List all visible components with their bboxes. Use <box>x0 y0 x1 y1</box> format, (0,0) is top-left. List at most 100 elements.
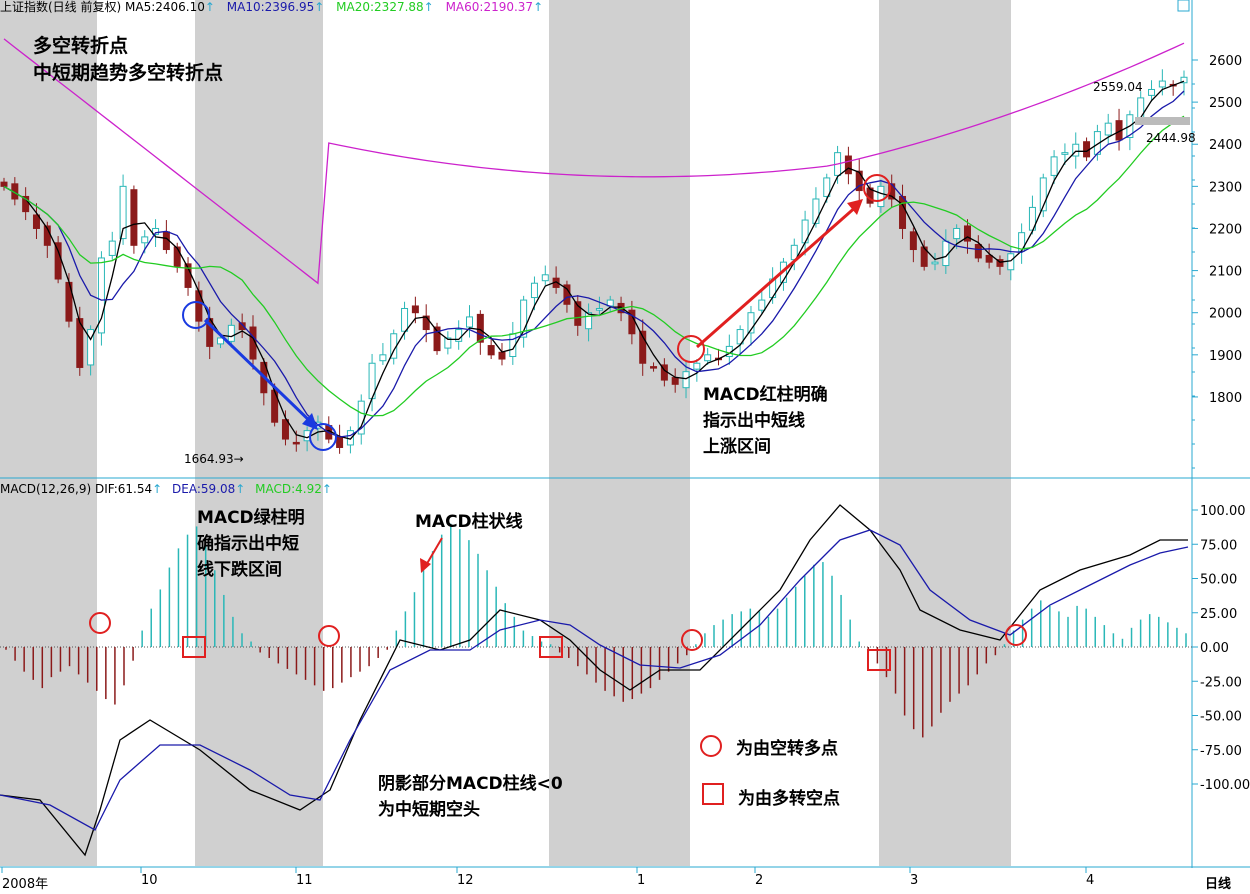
high-price-label: 2559.04 <box>1093 80 1143 94</box>
ma5-arrow-icon: ↑ <box>204 0 215 14</box>
candle-body-21 <box>227 324 235 342</box>
legend-circle-icon <box>700 735 722 757</box>
x-label-2: 2 <box>755 873 764 888</box>
candle-body-54 <box>585 312 593 330</box>
price-tick-label-2400: 2400 <box>1209 138 1242 153</box>
candle-body-35 <box>379 354 387 362</box>
candle-body-22 <box>238 322 246 331</box>
candle-body-93 <box>1007 253 1015 271</box>
x-label-3: 3 <box>910 873 919 888</box>
low-price-value: 1664.93 <box>184 452 234 466</box>
dea-value: DEA:59.08 <box>172 482 236 496</box>
ma5-value: MA5:2406.10 <box>125 0 205 14</box>
sell-circle-marker-2 <box>863 174 891 202</box>
ma10-value: MA10:2396.95 <box>226 0 315 14</box>
macd-chart-header: MACD(12,26,9) DIF:61.54↑ DEA:59.08↑ MACD… <box>0 482 332 496</box>
candle-body-16 <box>173 246 181 267</box>
annotation-green-bars-line2: 确指示出中短 <box>197 534 299 554</box>
candle-body-40 <box>433 326 441 352</box>
candle-body-106 <box>1148 88 1156 96</box>
candle-body-70 <box>758 299 766 311</box>
candle-body-86 <box>931 261 939 265</box>
candle-body-91 <box>985 254 993 263</box>
down-trend-arrow <box>203 318 316 427</box>
annotation-shade-line1: 阴影部分MACD柱线<0 <box>378 774 563 794</box>
candle-body-90 <box>974 243 982 259</box>
candle-body-65 <box>704 354 712 362</box>
candle-body-11 <box>119 185 127 240</box>
candle-body-107 <box>1158 80 1166 88</box>
ma5-line <box>3 80 1185 440</box>
candle-body-49 <box>530 282 538 299</box>
legend-square-label: 为由多转空点 <box>738 789 840 809</box>
annotation-red-bars-line3: 上涨区间 <box>703 437 771 457</box>
candle-body-78 <box>844 155 852 175</box>
candle-body-59 <box>639 330 647 364</box>
ma60-line <box>3 38 1185 285</box>
histogram-pointer-head-icon <box>420 558 431 573</box>
macd-value: MACD:4.92 <box>255 482 322 496</box>
candle-body-50 <box>541 274 549 282</box>
candle-body-8 <box>87 329 95 366</box>
annotation-red-bars-line2: 指示出中短线 <box>703 411 805 431</box>
corner-box-icon <box>1177 0 1190 12</box>
candle-body-43 <box>466 316 474 328</box>
macd-tick-label-0: 0.00 <box>1200 641 1229 656</box>
price-tick-label-1800: 1800 <box>1209 391 1242 406</box>
price-chart-title: 上证指数(日线 前复权) <box>0 0 122 14</box>
candle-body-44 <box>476 313 484 343</box>
candle-body-88 <box>953 227 961 240</box>
dif-value: DIF:61.54 <box>94 482 153 496</box>
ma20-arrow-icon: ↑ <box>423 0 434 14</box>
ma60-value: MA60:2190.37 <box>445 0 534 14</box>
candle-body-0 <box>0 181 8 187</box>
annotation-green-bars: MACD绿柱明 确指示出中短 线下跌区间 <box>197 505 305 583</box>
cross-up-circle-marker-3 <box>1005 624 1027 646</box>
annotation-title-line2: 中短期趋势多空转折点 <box>33 62 224 84</box>
cross-down-square-marker-2 <box>867 649 891 671</box>
up-trend-arrow <box>696 203 859 349</box>
macd-tick-label--50: -50.00 <box>1200 710 1242 725</box>
candle-body-7 <box>76 318 84 368</box>
high-price-value: 2559.04 <box>1093 80 1143 94</box>
candle-body-75 <box>812 198 820 224</box>
candle-body-13 <box>141 236 149 244</box>
candle-body-26 <box>281 419 289 440</box>
candle-body-3 <box>32 214 40 229</box>
x-label-10: 10 <box>141 873 158 888</box>
dea-arrow-icon: ↑ <box>235 482 246 496</box>
candle-body-102 <box>1104 122 1112 136</box>
up-arrow-head-icon <box>847 199 863 215</box>
candle-body-98 <box>1061 152 1069 155</box>
candle-body-76 <box>823 177 831 197</box>
candle-body-37 <box>401 307 409 332</box>
macd-tick-label--75: -75.00 <box>1200 744 1242 759</box>
annotation-shade: 阴影部分MACD柱线<0 为中短期空头 <box>378 771 563 823</box>
price-tick-label-2000: 2000 <box>1209 307 1242 322</box>
candle-body-12 <box>130 189 138 246</box>
candle-body-38 <box>411 305 419 314</box>
price-tick-label-2300: 2300 <box>1209 180 1242 195</box>
candle-body-84 <box>909 231 917 251</box>
ref-price-label: 2444.98 <box>1146 131 1196 145</box>
candle-body-109 <box>1180 76 1188 84</box>
annotation-green-bars-line1: MACD绿柱明 <box>197 508 305 528</box>
annotation-green-bars-line3: 线下跌区间 <box>197 560 282 580</box>
candle-body-92 <box>996 259 1004 267</box>
macd-chart-title: MACD(12,26,9) <box>0 482 92 496</box>
candle-body-5 <box>54 242 62 280</box>
candle-body-83 <box>899 195 907 229</box>
macd-arrow-icon: ↑ <box>321 482 332 496</box>
buy-circle-marker <box>309 423 337 451</box>
candle-body-63 <box>682 371 690 389</box>
low-price-label: 1664.93→ <box>184 452 244 466</box>
ref-price-band <box>1135 117 1190 125</box>
down-arrow-head-icon <box>302 413 318 430</box>
candle-body-53 <box>574 301 582 326</box>
candle-body-64 <box>693 362 701 370</box>
sell-circle-marker <box>182 301 210 329</box>
cross-up-circle-marker-0 <box>89 612 111 634</box>
x-label-11: 11 <box>296 873 313 888</box>
candle-body-79 <box>855 170 863 192</box>
